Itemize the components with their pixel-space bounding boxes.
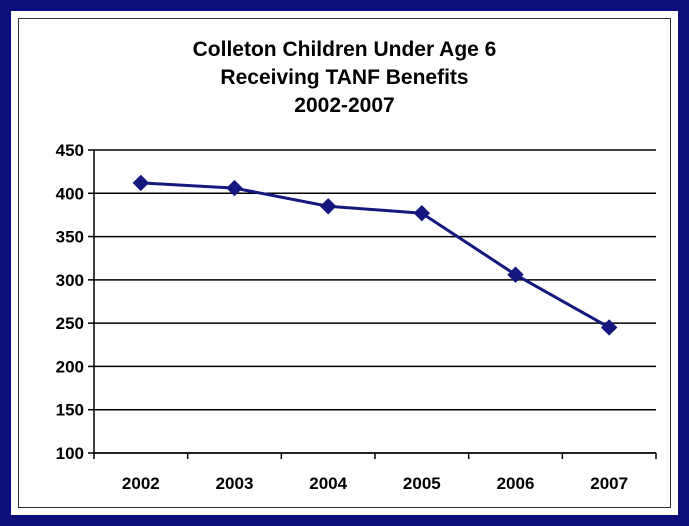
x-tick-label: 2004 xyxy=(309,474,347,493)
y-tick-label: 200 xyxy=(56,357,84,376)
y-tick-label: 250 xyxy=(56,314,84,333)
x-tick-label: 2003 xyxy=(216,474,254,493)
y-tick-label: 400 xyxy=(56,184,84,203)
x-tick-label: 2007 xyxy=(590,474,628,493)
data-point xyxy=(600,319,618,336)
chart-title: Colleton Children Under Age 6 Receiving … xyxy=(0,36,689,120)
x-tick-label: 2002 xyxy=(122,474,160,493)
data-point xyxy=(507,266,524,283)
x-tick-label: 2005 xyxy=(403,474,441,493)
y-tick-label: 450 xyxy=(56,141,84,160)
chart-title-line-2: Receiving TANF Benefits xyxy=(220,66,469,89)
data-point xyxy=(413,204,431,222)
y-tick-label: 150 xyxy=(56,401,84,420)
chart-title-line-3: 2002-2007 xyxy=(294,94,395,117)
y-tick-label: 300 xyxy=(56,271,84,290)
y-tick-label: 100 xyxy=(56,444,84,463)
x-tick-label: 2006 xyxy=(497,474,535,493)
data-point xyxy=(132,174,150,192)
data-point xyxy=(226,179,243,197)
data-point xyxy=(319,198,337,215)
chart-title-line-1: Colleton Children Under Age 6 xyxy=(192,38,497,61)
y-tick-label: 350 xyxy=(56,228,84,247)
series-line xyxy=(140,181,610,329)
chart-area xyxy=(18,18,671,508)
